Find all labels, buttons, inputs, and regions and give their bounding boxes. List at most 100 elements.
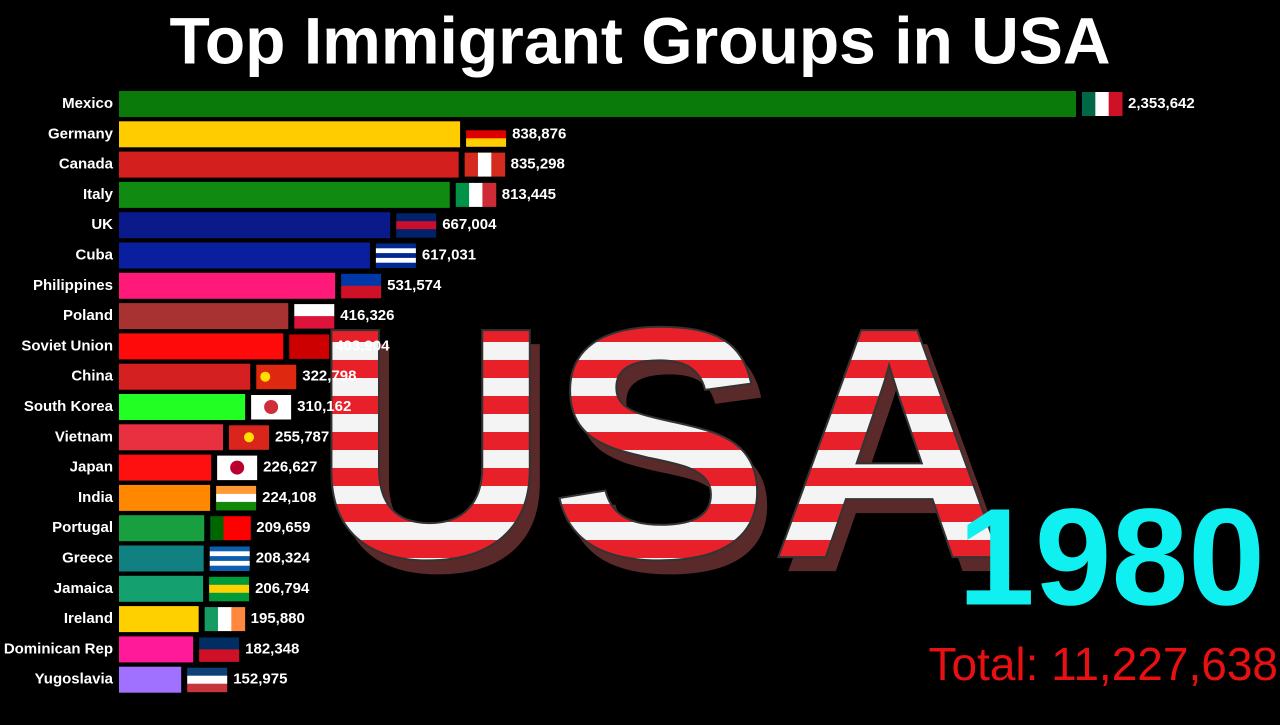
flag-stripe [216, 501, 257, 511]
flag [294, 304, 335, 329]
flag-stripe [466, 122, 507, 131]
bar [119, 212, 391, 239]
flag [199, 637, 240, 662]
bar [119, 272, 336, 299]
bar [119, 363, 251, 390]
flag-stripe [294, 316, 335, 329]
bar [119, 454, 212, 481]
flag-stripe [209, 551, 250, 557]
category-label: Greece [62, 549, 113, 566]
bar [119, 575, 204, 602]
watermark: USA [312, 258, 1009, 627]
value-label: 195,880 [251, 610, 305, 627]
value-label: 310,162 [297, 398, 351, 415]
flag-stripe [187, 683, 228, 693]
flag [1082, 92, 1123, 116]
flag [187, 667, 228, 693]
flag-stripe [466, 130, 507, 139]
flag-stripe [341, 285, 382, 299]
category-label: Ireland [64, 610, 113, 627]
flag-stripe [1082, 92, 1096, 116]
flag-stripe [477, 152, 492, 177]
value-label: 531,574 [387, 277, 442, 294]
bar [119, 666, 182, 693]
category-label: Portugal [52, 519, 113, 536]
bar [119, 181, 450, 208]
flag-stripe [209, 565, 250, 571]
flag-stripe [209, 584, 250, 594]
flag [464, 152, 506, 177]
flag-stripe [216, 485, 257, 495]
flag-stripe [289, 334, 330, 359]
flag-stripe [209, 576, 250, 586]
flag-stripe [455, 182, 470, 207]
flag-emblem [244, 432, 255, 443]
flag-stripe [482, 182, 497, 207]
flag-stripe [396, 229, 437, 238]
category-label: Cuba [76, 246, 114, 263]
category-label: Jamaica [54, 580, 114, 597]
flag-stripe [375, 248, 416, 254]
category-label: Canada [59, 156, 114, 173]
flag-stripe [223, 516, 238, 541]
bar [119, 394, 246, 420]
flag-stripe [466, 138, 507, 147]
value-label: 2,353,642 [1128, 95, 1195, 112]
flag [251, 395, 292, 420]
flag-stripe [199, 649, 240, 662]
flag-stripe [375, 262, 416, 268]
category-label: Mexico [62, 95, 113, 112]
flag-stripe [210, 516, 225, 541]
value-label: 813,445 [502, 186, 556, 203]
watermark-group: USA USA [311, 257, 1019, 641]
flag-stripe [294, 304, 335, 317]
value-label: 403,904 [335, 337, 390, 354]
flag [210, 516, 251, 541]
flag-stripe [396, 213, 437, 222]
flag [209, 576, 250, 602]
bar [119, 151, 459, 178]
bar [119, 484, 211, 511]
flag-stripe [199, 637, 240, 650]
value-label: 208,324 [256, 549, 311, 566]
category-label: UK [91, 216, 113, 233]
category-label: Soviet Union [21, 337, 113, 354]
value-label: 206,794 [255, 580, 310, 597]
category-label: Japan [70, 459, 113, 476]
flag-stripe [231, 607, 246, 632]
flag [396, 213, 437, 238]
value-label: 182,348 [245, 640, 299, 657]
flag-stripe [209, 556, 250, 562]
flag-stripe [375, 243, 416, 249]
flag [455, 182, 497, 207]
total-label: Total: 11,227,638 [928, 638, 1278, 690]
flag-stripe [491, 152, 506, 177]
chart-title: Top Immigrant Groups in USA [169, 3, 1110, 77]
flag-stripe [187, 675, 228, 685]
value-label: 226,627 [263, 459, 317, 476]
value-label: 617,031 [422, 246, 476, 263]
category-label: Poland [63, 307, 113, 324]
category-label: Philippines [33, 277, 113, 294]
value-label: 209,659 [256, 519, 310, 536]
watermark-shadow: USA [322, 272, 1019, 641]
bar [119, 91, 1076, 117]
flag [216, 485, 257, 511]
flag [204, 607, 246, 632]
bar [119, 545, 204, 572]
bar [119, 515, 205, 542]
bar [119, 606, 199, 633]
flag [375, 243, 416, 268]
flag-stripe [396, 221, 437, 230]
value-label: 416,326 [340, 307, 394, 324]
flag-emblem [230, 460, 245, 475]
value-label: 322,798 [302, 368, 356, 385]
flag-emblem [260, 371, 271, 382]
category-label: China [71, 368, 113, 385]
value-label: 255,787 [275, 428, 329, 445]
flag [289, 334, 330, 359]
bar [119, 424, 224, 451]
flag [229, 425, 270, 450]
flag-stripe [216, 493, 257, 503]
